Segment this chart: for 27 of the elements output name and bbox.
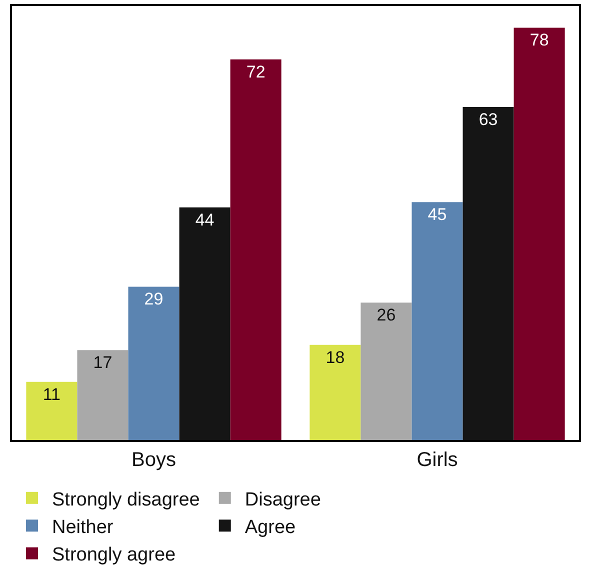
bar — [26, 382, 78, 440]
bar — [230, 59, 282, 440]
bar — [77, 350, 128, 440]
legend-label: Disagree — [244, 489, 321, 510]
data-label: 78 — [530, 30, 549, 50]
legend-label: Strongly disagree — [52, 489, 200, 510]
x-tick-label: Boys — [132, 448, 176, 471]
legend-label: Neither — [52, 517, 114, 538]
bar — [179, 207, 230, 440]
data-label: 72 — [246, 62, 266, 82]
data-label: 45 — [428, 205, 447, 224]
data-label: 63 — [478, 110, 498, 129]
bar — [128, 286, 180, 440]
legend-label: Agree — [244, 517, 296, 538]
bar — [412, 202, 463, 440]
bar — [462, 106, 514, 440]
data-label: 26 — [376, 306, 396, 325]
data-label: 44 — [195, 210, 214, 230]
bar — [514, 28, 565, 440]
x-tick-label: Girls — [416, 448, 458, 471]
data-label: 18 — [326, 348, 345, 367]
bar — [360, 302, 412, 440]
data-label: 11 — [42, 384, 61, 404]
bar — [310, 344, 361, 440]
data-label: 29 — [144, 290, 164, 309]
legend-label: Strongly agree — [52, 544, 176, 566]
data-label: 17 — [93, 353, 112, 372]
